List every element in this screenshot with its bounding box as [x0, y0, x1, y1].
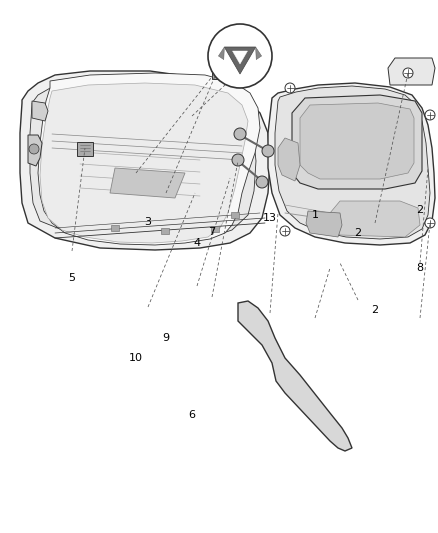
Circle shape — [208, 24, 272, 88]
Text: 3: 3 — [145, 217, 152, 227]
Polygon shape — [330, 201, 420, 237]
Text: 4: 4 — [194, 238, 201, 248]
Polygon shape — [268, 83, 435, 245]
Circle shape — [262, 145, 274, 157]
Bar — [161, 228, 169, 234]
Text: 2: 2 — [354, 228, 361, 238]
Circle shape — [403, 68, 413, 78]
Polygon shape — [110, 168, 185, 198]
Circle shape — [280, 226, 290, 236]
Polygon shape — [219, 47, 224, 60]
Circle shape — [29, 144, 39, 154]
Polygon shape — [30, 81, 256, 241]
Text: 5: 5 — [68, 273, 75, 283]
Polygon shape — [40, 83, 248, 243]
Polygon shape — [20, 71, 270, 250]
Text: 13: 13 — [263, 213, 277, 223]
Text: 8: 8 — [417, 263, 424, 273]
Polygon shape — [278, 138, 300, 181]
Circle shape — [285, 83, 295, 93]
FancyBboxPatch shape — [77, 142, 93, 156]
Circle shape — [256, 176, 268, 188]
Circle shape — [425, 110, 435, 120]
Text: 10: 10 — [129, 353, 143, 363]
FancyBboxPatch shape — [212, 61, 236, 79]
Polygon shape — [224, 47, 256, 74]
Circle shape — [232, 154, 244, 166]
Polygon shape — [28, 135, 42, 166]
Polygon shape — [306, 211, 342, 237]
Circle shape — [234, 128, 246, 140]
Polygon shape — [238, 301, 352, 451]
Bar — [231, 212, 239, 218]
Polygon shape — [233, 51, 247, 64]
Polygon shape — [38, 73, 260, 245]
Text: 2: 2 — [371, 305, 378, 315]
Polygon shape — [32, 101, 48, 121]
Bar — [211, 226, 219, 232]
Text: 9: 9 — [162, 333, 170, 343]
Polygon shape — [388, 58, 435, 85]
Polygon shape — [275, 86, 430, 239]
Polygon shape — [256, 47, 261, 60]
Text: 7: 7 — [208, 227, 215, 237]
Text: 1: 1 — [311, 210, 318, 220]
Text: 2: 2 — [417, 205, 424, 215]
Polygon shape — [292, 95, 422, 189]
Text: 6: 6 — [188, 410, 195, 420]
Circle shape — [425, 218, 435, 228]
Polygon shape — [300, 103, 414, 179]
Bar — [111, 225, 119, 231]
